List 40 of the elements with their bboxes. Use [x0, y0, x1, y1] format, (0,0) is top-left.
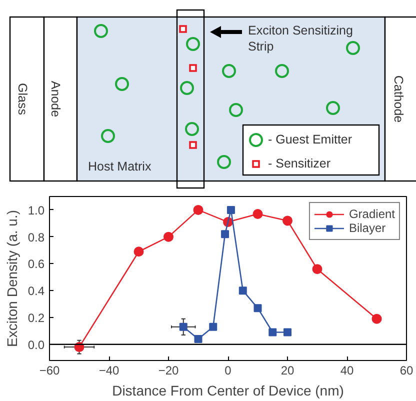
point — [193, 204, 204, 215]
text: Cathode — [392, 75, 406, 123]
text: - Guest Emitter — [268, 132, 352, 146]
x-tick-label: −60 — [39, 364, 60, 378]
point — [226, 206, 235, 214]
point — [372, 314, 382, 324]
y-tick-label: 0.2 — [28, 310, 45, 325]
x-tick-label: −20 — [158, 364, 180, 378]
point — [194, 334, 202, 343]
legend-label: Gradient — [348, 207, 395, 221]
point — [282, 216, 292, 226]
y-tick-label: 1.0 — [28, 203, 45, 218]
x-tick-label: 40 — [340, 364, 354, 378]
point — [268, 328, 277, 336]
point — [134, 246, 144, 257]
point — [209, 322, 218, 331]
text: Glass — [16, 83, 30, 115]
text: Exciton Sensitizing Strip — [248, 23, 353, 54]
legend-label: Bilayer — [348, 221, 386, 235]
x-tick-label: 0 — [224, 364, 232, 378]
point — [284, 328, 292, 336]
point — [252, 208, 263, 219]
point — [254, 304, 262, 312]
x-tick-label: 20 — [280, 364, 294, 378]
point — [179, 322, 188, 331]
point — [238, 286, 247, 295]
y-tick-label: 0.0 — [28, 338, 45, 352]
x-tick-label: −40 — [98, 364, 120, 378]
y-axis-title: Exciton Density (a. u.) — [4, 210, 20, 347]
x-axis-title: Distance From Center of Device (nm) — [112, 382, 344, 398]
text: - Sensitizer — [268, 156, 331, 170]
y-tick-label: 0.6 — [28, 257, 45, 272]
y-tick-label: 0.4 — [28, 284, 45, 298]
point — [164, 232, 174, 242]
y-tick-label: 0.8 — [28, 230, 45, 244]
point — [312, 264, 322, 274]
point — [221, 230, 230, 238]
text: Anode — [48, 80, 63, 118]
x-tick-label: 60 — [400, 364, 414, 378]
text: Host Matrix — [88, 159, 152, 174]
